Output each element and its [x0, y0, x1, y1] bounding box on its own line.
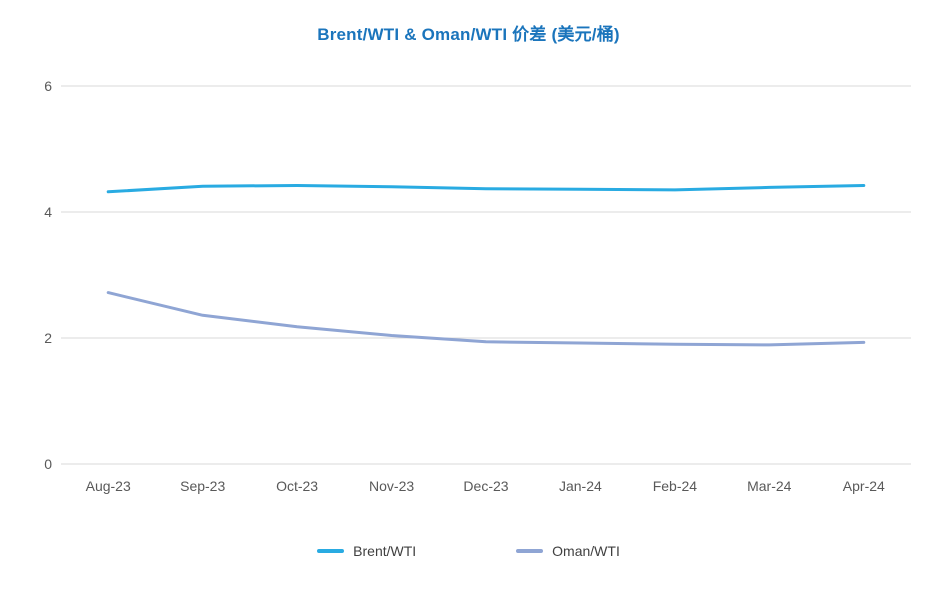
- brent-wti-legend-label: Brent/WTI: [353, 543, 417, 559]
- x-axis-tick-label: Dec-23: [463, 478, 508, 494]
- x-axis-tick-label: Oct-23: [276, 478, 318, 494]
- chart-title: Brent/WTI & Oman/WTI 价差 (美元/桶): [317, 25, 620, 44]
- legend: Brent/WTI Oman/WTI: [0, 543, 937, 559]
- y-axis-tick-label: 6: [44, 78, 52, 94]
- x-axis-tick-label: Aug-23: [86, 478, 131, 494]
- x-axis-tick-label: Nov-23: [369, 478, 414, 494]
- y-axis-tick-label: 4: [44, 204, 52, 220]
- x-axis-tick-label: Mar-24: [747, 478, 792, 494]
- x-axis-tick-label: Sep-23: [180, 478, 225, 494]
- legend-item-oman-wti: Oman/WTI: [516, 543, 620, 559]
- oman-wti-legend-marker-icon: [516, 549, 544, 553]
- x-axis-tick-label: Feb-24: [653, 478, 698, 494]
- oman-wti-line: [106, 291, 866, 347]
- y-axis-tick-label: 0: [44, 456, 52, 472]
- oman-wti-legend-label: Oman/WTI: [552, 543, 620, 559]
- brent-wti-line: [106, 184, 866, 194]
- brent-wti-legend-marker-icon: [317, 549, 345, 553]
- y-axis-tick-label: 2: [44, 330, 52, 346]
- x-axis-tick-label: Apr-24: [843, 478, 885, 494]
- x-axis-tick-label: Jan-24: [559, 478, 602, 494]
- legend-item-brent-wti: Brent/WTI: [317, 543, 416, 559]
